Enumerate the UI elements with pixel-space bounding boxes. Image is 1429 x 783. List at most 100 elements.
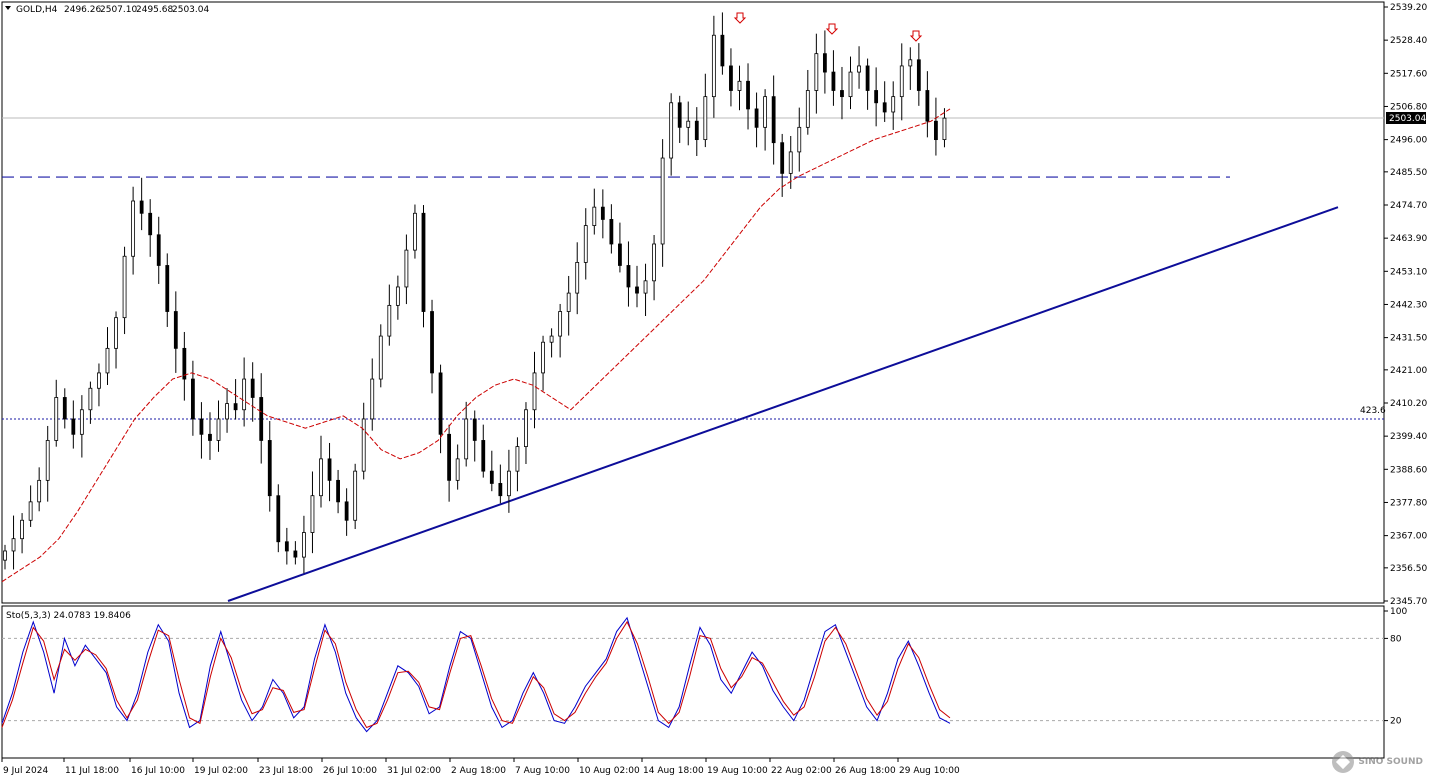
- candle-body: [857, 65, 861, 73]
- candle-body: [336, 479, 340, 503]
- candle-body: [105, 347, 110, 374]
- candle-body: [720, 34, 725, 67]
- candle-body: [652, 243, 656, 282]
- x-tick-label: 19 Aug 10:00: [707, 766, 768, 776]
- candle-body: [310, 495, 315, 533]
- x-tick-label: 11 Jul 18:00: [65, 766, 119, 776]
- y-tick-label: 2539.20: [1390, 3, 1427, 13]
- candle-body: [455, 458, 460, 481]
- candle-body: [472, 418, 477, 441]
- candle-body: [216, 418, 221, 441]
- candle-body: [549, 335, 554, 343]
- candle-body: [814, 53, 819, 91]
- candle-body: [566, 292, 571, 312]
- candle-body: [79, 409, 84, 435]
- candle-body: [148, 212, 153, 236]
- candle-body: [575, 262, 580, 294]
- candle-body: [370, 378, 375, 420]
- sinosound-watermark: SINO SOUND: [1332, 751, 1423, 773]
- x-tick-label: 10 Aug 02:00: [579, 766, 640, 776]
- candle-body: [276, 495, 281, 543]
- y-tick-label: 2345.70: [1390, 597, 1427, 607]
- x-tick-label: 7 Aug 10:00: [515, 766, 570, 776]
- candle-body: [532, 372, 537, 411]
- collapse-triangle-icon[interactable]: [5, 6, 11, 10]
- candle-body: [20, 519, 24, 540]
- candle-body: [250, 378, 255, 398]
- candle-body: [173, 311, 178, 349]
- candle-body: [353, 470, 358, 521]
- y-tick-label: 2399.40: [1390, 432, 1427, 442]
- candle-body: [208, 433, 212, 441]
- arrow-shape: [825, 23, 839, 35]
- candle-body: [711, 34, 716, 98]
- candle-body: [797, 126, 802, 153]
- candle-body: [515, 446, 520, 472]
- candle-body: [62, 397, 67, 420]
- candle-body: [618, 243, 622, 266]
- arrow-shape: [909, 30, 923, 42]
- candle-body: [524, 409, 528, 447]
- candle-body: [558, 311, 563, 337]
- x-tick-label: 22 Aug 02:00: [771, 766, 832, 776]
- candle-body: [729, 65, 733, 91]
- candle-body: [88, 387, 93, 411]
- candle-body: [754, 108, 759, 128]
- candle-body: [822, 53, 827, 73]
- candle-body: [840, 90, 844, 98]
- candle-body: [361, 418, 366, 472]
- y-tick-label: 2453.10: [1390, 267, 1427, 277]
- candle-body: [677, 102, 682, 128]
- candle-body: [233, 403, 238, 411]
- y-tick-label: 2377.80: [1390, 498, 1427, 508]
- y-tick-label: 2474.70: [1390, 201, 1427, 211]
- candle-body: [626, 265, 631, 288]
- y-tick-label: 2463.90: [1390, 234, 1427, 244]
- candle-body: [165, 265, 170, 312]
- fib-level-label: 423.6: [1360, 406, 1386, 416]
- candle-body: [447, 433, 452, 481]
- candle-body: [395, 286, 400, 306]
- candle-body: [319, 458, 323, 497]
- candle-body: [156, 234, 161, 266]
- y-tick-label: 2410.20: [1390, 399, 1427, 409]
- candle-body: [498, 483, 503, 497]
- x-tick-label: 26 Jul 10:00: [323, 766, 377, 776]
- y-tick-label: 2485.50: [1390, 168, 1427, 178]
- y-tick-label: 2528.40: [1390, 36, 1427, 46]
- candle-body: [805, 90, 810, 128]
- candle-body: [45, 440, 50, 481]
- candle-body: [114, 317, 118, 349]
- y-tick-label: 2517.60: [1390, 69, 1427, 79]
- y-tick-label: 2388.60: [1390, 465, 1427, 475]
- candle-body: [267, 440, 272, 497]
- candle-body: [746, 80, 750, 110]
- arrow-shape: [733, 12, 747, 24]
- candle-body: [780, 142, 785, 174]
- candle-body: [97, 372, 101, 389]
- candle-body: [3, 550, 7, 561]
- candle-body: [242, 378, 247, 411]
- candle-body: [737, 80, 742, 91]
- stoch-d-line: [1, 620, 951, 729]
- candle-body: [891, 96, 896, 113]
- y-tick-label: 2367.00: [1390, 532, 1427, 542]
- candle-body: [225, 403, 229, 420]
- y-tick-label: 2442.30: [1390, 300, 1427, 310]
- candle-body: [464, 418, 469, 460]
- candle-body: [438, 372, 443, 435]
- watermark-text: SINO SOUND: [1358, 757, 1423, 767]
- candle-body: [506, 470, 511, 497]
- candle-body: [925, 90, 930, 122]
- stoch-y-tick-label: 80: [1390, 634, 1402, 644]
- top-down-arrow-icon: [909, 30, 923, 42]
- ohlc-high: 2507.10: [100, 5, 137, 15]
- x-tick-label: 26 Aug 18:00: [835, 766, 896, 776]
- candle-body: [378, 335, 383, 380]
- candle-body: [122, 255, 127, 319]
- candle-body: [916, 59, 921, 91]
- y-tick-label: 2496.00: [1390, 136, 1427, 146]
- main-plot-frame: [1, 1, 1385, 604]
